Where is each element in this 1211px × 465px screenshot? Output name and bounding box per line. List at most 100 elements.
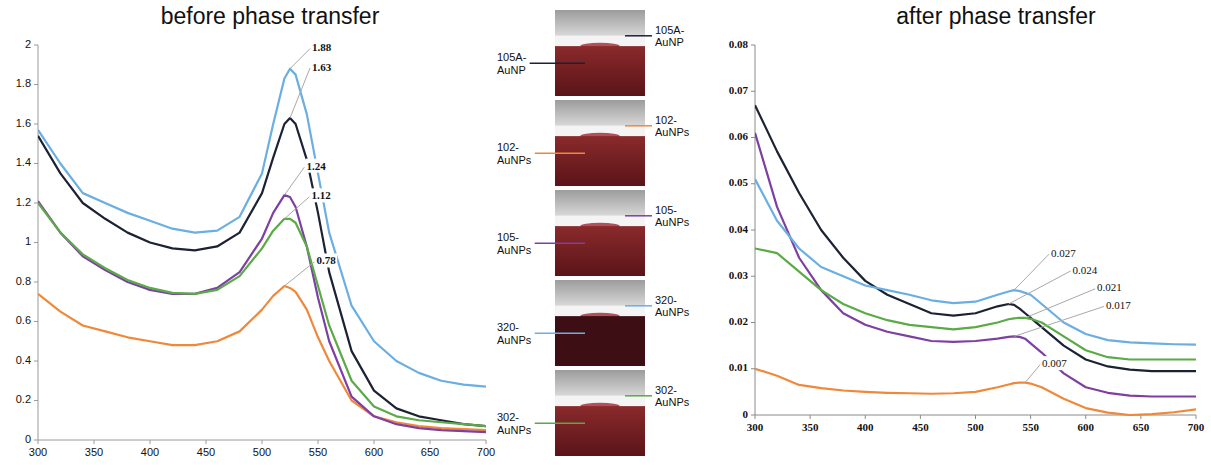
y-tick <box>751 368 755 369</box>
y-tick-label: 1.6 <box>16 117 31 129</box>
y-tick <box>751 276 755 277</box>
y-tick-label: 1.2 <box>16 196 31 208</box>
label-patch <box>310 188 332 202</box>
spectrum-line <box>38 286 486 430</box>
label-line-marker <box>535 333 585 335</box>
label-patch <box>1105 298 1132 312</box>
label-line: AuNP <box>497 64 526 76</box>
y-tick <box>751 183 755 184</box>
spectrum-line <box>755 105 1196 371</box>
leader-line <box>1025 289 1095 318</box>
x-tick <box>755 415 756 419</box>
label-patch <box>305 159 327 173</box>
vial-lower-phase <box>555 406 645 456</box>
x-tick <box>430 440 431 444</box>
y-tick-label: 1.4 <box>16 156 31 168</box>
peak-label: 0.017 <box>1106 299 1131 311</box>
y-tick-label: 0.4 <box>16 354 31 366</box>
peak-labels: 0.0240.0070.0170.0270.021 <box>1009 246 1133 383</box>
y-tick-label: 0.06 <box>729 130 749 142</box>
vial: 302-AuNPs 302-AuNPs <box>497 370 690 456</box>
label-line-marker <box>535 243 585 245</box>
plot-area <box>38 69 486 432</box>
y-tick-label: 0 <box>743 408 749 420</box>
spectrum-line <box>755 249 1196 360</box>
y-tick-label: 1.8 <box>16 77 31 89</box>
vial-photos: 105A-AuNP105A-AuNP102-AuNPs102-AuNPs105-… <box>497 10 690 456</box>
y-tick-label: 0.04 <box>729 223 749 235</box>
y-tick-label: 1 <box>25 235 31 247</box>
y-tick-label: 0.05 <box>729 176 749 188</box>
peak-label: 0.78 <box>316 254 336 266</box>
label-line: 105A- <box>655 24 685 36</box>
spectrum-line <box>38 118 486 426</box>
peak-label: 1.12 <box>311 189 331 201</box>
leader-line <box>1025 365 1040 383</box>
y-tick-label: 0.2 <box>16 393 31 405</box>
sample-label: 105A-AuNP <box>655 24 685 49</box>
x-tick-label: 300 <box>29 446 47 458</box>
x-tick <box>486 440 487 444</box>
y-tick-label: 0.02 <box>729 315 749 327</box>
x-tick <box>318 440 319 444</box>
y-tick <box>34 361 38 362</box>
label-line: 320- <box>497 321 519 333</box>
chart-panel: before phase transfer00.20.40.60.811.21.… <box>16 3 495 458</box>
sample-label: 320-AuNPs <box>655 294 690 319</box>
x-tick-label: 400 <box>141 446 159 458</box>
leader-line <box>1009 271 1071 304</box>
sample-label: 302-AuNPs <box>655 384 690 409</box>
vial: 105-AuNPs105-AuNPs <box>497 190 690 276</box>
label-line: AuNPs <box>497 244 532 256</box>
vial-top <box>555 10 645 36</box>
vial-top <box>555 190 645 216</box>
x-tick <box>810 415 811 419</box>
leader-line <box>290 49 310 69</box>
label-line: AuNPs <box>655 216 690 228</box>
y-tick <box>34 282 38 283</box>
chart-title: after phase transfer <box>896 3 1096 29</box>
y-tick <box>34 203 38 204</box>
x-tick-label: 700 <box>1188 421 1205 433</box>
vial-lower-phase <box>555 316 645 366</box>
y-tick-label: 0.8 <box>16 275 31 287</box>
x-tick <box>38 440 39 444</box>
label-line-marker <box>625 395 652 397</box>
spectrum-line <box>38 203 486 426</box>
label-line: 102- <box>655 114 677 126</box>
y-tick <box>751 137 755 138</box>
x-tick <box>865 415 866 419</box>
peak-label: 1.88 <box>312 41 332 53</box>
vial: 105A-AuNP105A-AuNP <box>497 10 685 96</box>
label-line: 105- <box>655 204 677 216</box>
label-patch <box>1072 263 1099 277</box>
y-tick-label: 2 <box>25 38 31 50</box>
x-tick-label: 600 <box>365 446 383 458</box>
label-patch <box>311 60 333 74</box>
y-tick <box>751 91 755 92</box>
sample-label: 302-AuNPs <box>497 411 532 436</box>
sample-label: 105A-AuNP <box>497 51 527 76</box>
peak-label: 0.007 <box>1042 357 1067 369</box>
x-tick <box>1196 415 1197 419</box>
y-tick-label: 0.08 <box>729 38 749 50</box>
y-tick-label: 0.07 <box>729 84 749 96</box>
x-tick-label: 300 <box>747 421 764 433</box>
peak-label: 1.63 <box>312 61 332 73</box>
leader-line <box>1014 254 1049 290</box>
label-line-marker <box>625 215 652 217</box>
label-line-marker <box>535 423 585 425</box>
x-tick <box>1085 415 1086 419</box>
label-line: 302- <box>655 384 677 396</box>
leader-line <box>290 68 310 118</box>
chart-title: before phase transfer <box>161 3 380 29</box>
sample-label: 105-AuNPs <box>497 231 532 256</box>
x-tick-label: 650 <box>421 446 439 458</box>
label-line-marker <box>625 125 652 127</box>
y-tick <box>751 415 755 416</box>
x-tick-label: 400 <box>857 421 874 433</box>
y-tick <box>34 242 38 243</box>
spectrum-line <box>755 133 1196 397</box>
sample-label: 102-AuNPs <box>655 114 690 139</box>
x-tick-label: 550 <box>1022 421 1039 433</box>
